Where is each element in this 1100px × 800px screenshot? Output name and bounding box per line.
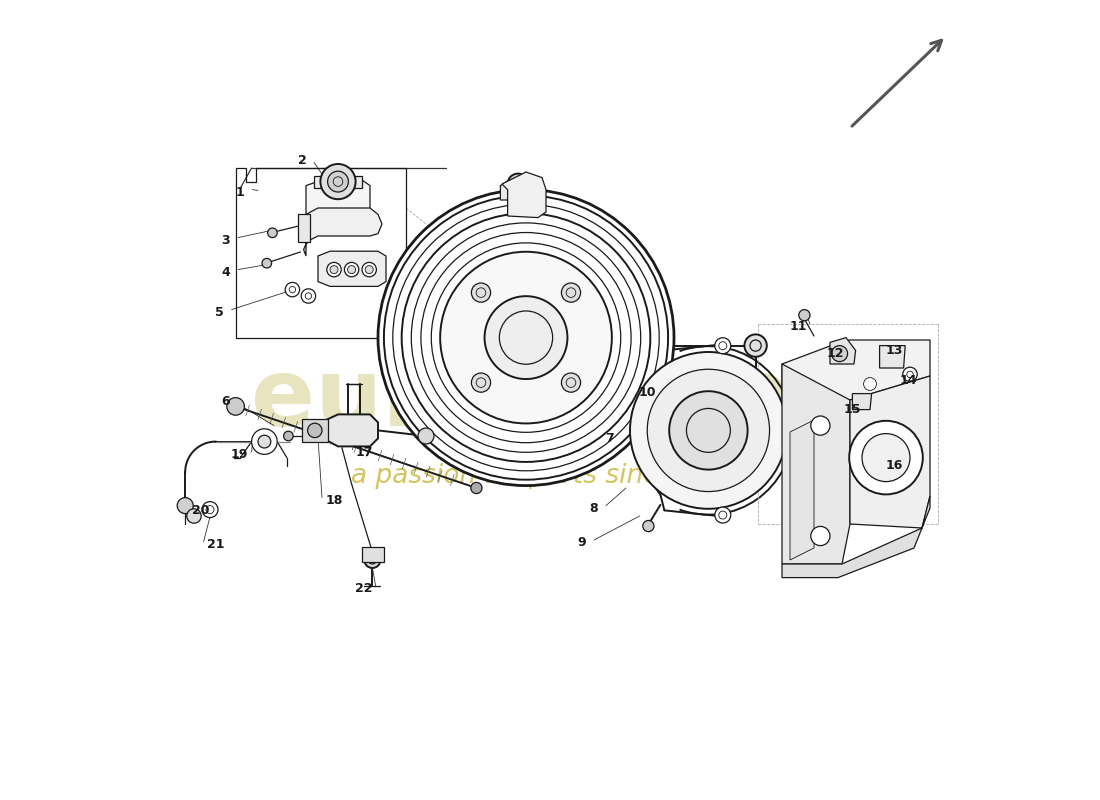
Circle shape bbox=[561, 283, 581, 302]
Text: 19: 19 bbox=[231, 448, 249, 461]
Text: 14: 14 bbox=[900, 374, 917, 386]
Text: 17: 17 bbox=[355, 446, 373, 458]
Circle shape bbox=[284, 431, 294, 441]
Text: eurospares: eurospares bbox=[251, 354, 849, 446]
Circle shape bbox=[472, 283, 491, 302]
Polygon shape bbox=[790, 420, 814, 560]
Circle shape bbox=[177, 498, 194, 514]
Polygon shape bbox=[302, 419, 328, 442]
Text: 8: 8 bbox=[590, 502, 598, 514]
Circle shape bbox=[811, 526, 830, 546]
Circle shape bbox=[811, 416, 830, 435]
Polygon shape bbox=[500, 178, 537, 200]
Polygon shape bbox=[306, 180, 370, 216]
Circle shape bbox=[344, 262, 359, 277]
Circle shape bbox=[669, 391, 748, 470]
Polygon shape bbox=[782, 364, 850, 564]
Polygon shape bbox=[830, 338, 856, 364]
Circle shape bbox=[308, 423, 322, 438]
Circle shape bbox=[832, 346, 848, 362]
Text: a passion for parts since 1985: a passion for parts since 1985 bbox=[351, 463, 749, 489]
Circle shape bbox=[301, 289, 316, 303]
Text: 20: 20 bbox=[191, 504, 209, 517]
Circle shape bbox=[647, 370, 770, 491]
Text: 15: 15 bbox=[844, 403, 861, 416]
Circle shape bbox=[715, 507, 730, 523]
Text: 22: 22 bbox=[355, 582, 372, 594]
Polygon shape bbox=[362, 547, 384, 562]
Circle shape bbox=[348, 266, 355, 274]
Circle shape bbox=[561, 373, 581, 392]
Polygon shape bbox=[880, 346, 905, 368]
Circle shape bbox=[330, 266, 338, 274]
Circle shape bbox=[864, 378, 877, 390]
Circle shape bbox=[507, 174, 528, 194]
Circle shape bbox=[630, 352, 786, 509]
Circle shape bbox=[471, 482, 482, 494]
Polygon shape bbox=[782, 496, 929, 578]
Text: 21: 21 bbox=[207, 538, 224, 550]
Text: 16: 16 bbox=[886, 459, 903, 472]
Text: 6: 6 bbox=[222, 395, 230, 408]
Text: 9: 9 bbox=[578, 536, 586, 549]
Circle shape bbox=[862, 434, 910, 482]
Circle shape bbox=[362, 262, 376, 277]
Circle shape bbox=[849, 421, 923, 494]
Circle shape bbox=[252, 429, 277, 454]
Circle shape bbox=[227, 398, 244, 415]
Circle shape bbox=[418, 428, 434, 444]
Text: 10: 10 bbox=[639, 386, 657, 398]
Circle shape bbox=[903, 367, 917, 382]
Text: 5: 5 bbox=[216, 306, 224, 318]
Text: 4: 4 bbox=[221, 266, 230, 278]
Circle shape bbox=[472, 373, 491, 392]
Circle shape bbox=[715, 338, 730, 354]
Polygon shape bbox=[314, 176, 362, 188]
Polygon shape bbox=[304, 208, 382, 256]
Circle shape bbox=[745, 334, 767, 357]
Circle shape bbox=[788, 386, 805, 403]
Circle shape bbox=[364, 552, 381, 568]
Polygon shape bbox=[502, 172, 546, 218]
Polygon shape bbox=[782, 340, 929, 400]
Text: 11: 11 bbox=[790, 320, 806, 333]
Circle shape bbox=[327, 262, 341, 277]
Text: 3: 3 bbox=[222, 234, 230, 246]
Circle shape bbox=[799, 310, 810, 321]
Polygon shape bbox=[850, 376, 930, 528]
Circle shape bbox=[328, 171, 349, 192]
Polygon shape bbox=[852, 394, 871, 410]
Text: 13: 13 bbox=[886, 344, 903, 357]
Circle shape bbox=[285, 282, 299, 297]
Text: 2: 2 bbox=[298, 154, 307, 166]
Polygon shape bbox=[318, 251, 386, 286]
Circle shape bbox=[378, 190, 674, 486]
Circle shape bbox=[262, 258, 272, 268]
Circle shape bbox=[320, 164, 355, 199]
Circle shape bbox=[267, 228, 277, 238]
Circle shape bbox=[642, 521, 654, 532]
Text: 12: 12 bbox=[827, 347, 845, 360]
Circle shape bbox=[202, 502, 218, 518]
Circle shape bbox=[258, 435, 271, 448]
Text: 1: 1 bbox=[236, 186, 245, 198]
Text: 18: 18 bbox=[326, 494, 343, 506]
Circle shape bbox=[187, 509, 201, 523]
Circle shape bbox=[365, 266, 373, 274]
Text: 7: 7 bbox=[606, 432, 615, 445]
Polygon shape bbox=[326, 414, 378, 446]
Polygon shape bbox=[298, 214, 310, 242]
Circle shape bbox=[751, 371, 760, 381]
Circle shape bbox=[485, 296, 568, 379]
Circle shape bbox=[440, 252, 612, 423]
